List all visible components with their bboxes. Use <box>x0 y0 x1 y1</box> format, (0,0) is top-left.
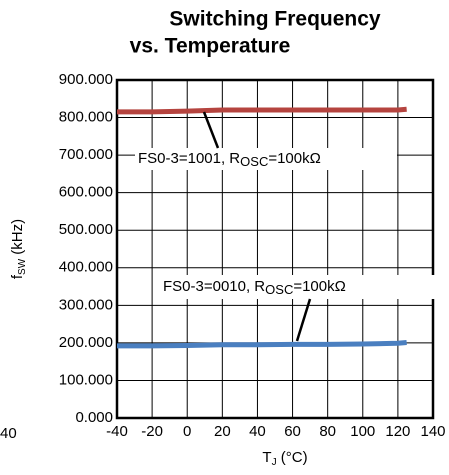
series-label-part: FS0-3=1001, R <box>138 150 240 167</box>
y-tick-label: 600.000 <box>59 184 113 201</box>
x-axis-label: TJ (°C) <box>262 449 307 468</box>
label-background <box>160 275 435 299</box>
plot-frame <box>115 78 435 420</box>
y-tick-label: 0.000 <box>75 409 113 426</box>
series-line <box>117 106 407 115</box>
series-label-part: =100kΩ <box>268 150 321 167</box>
y-tick-label: 300.000 <box>59 296 113 313</box>
y-tick-label: 100.000 <box>59 371 113 388</box>
series-label-part: OSC <box>265 282 293 297</box>
chart-title: Switching Frequency <box>169 8 381 31</box>
x-tick-label: 140 <box>420 423 445 440</box>
series-label-part: OSC <box>240 154 268 169</box>
x-tick-label: 80 <box>319 423 336 440</box>
x-axis-label-part: (°C) <box>277 449 308 466</box>
chart-title: vs. Temperature <box>130 35 291 58</box>
series-line <box>117 340 407 349</box>
y-axis-label: fSW (kHz) <box>9 219 28 279</box>
series-label-part: FS0-3=0010, R <box>163 278 265 295</box>
leader-line <box>295 298 312 342</box>
y-tick-label: 700.000 <box>59 146 113 163</box>
y-axis-label-part: (kHz) <box>9 219 26 259</box>
x-tick-label: 60 <box>284 423 301 440</box>
leader-line <box>202 111 220 149</box>
x-axis-label-part: J <box>272 457 277 468</box>
x-tick-label: 0 <box>183 423 191 440</box>
y-tick-label: 800.000 <box>59 109 113 126</box>
x-tick-label: 40 <box>249 423 266 440</box>
x-tick-label: -20 <box>141 423 163 440</box>
y-axis-label-part: f <box>9 274 26 279</box>
y-tick-label: 200.000 <box>59 334 113 351</box>
annotation: 40 <box>0 425 17 442</box>
series-label-part: =100kΩ <box>293 278 346 295</box>
y-tick-label: 900.000 <box>59 71 113 88</box>
label-background <box>135 148 397 170</box>
y-tick-label: 500.000 <box>59 221 113 238</box>
series-label: FS0-3=0010, ROSC=100kΩ <box>163 278 346 297</box>
x-tick-label: 100 <box>350 423 375 440</box>
y-tick-label: 400.000 <box>59 259 113 276</box>
series-label: FS0-3=1001, ROSC=100kΩ <box>138 150 321 169</box>
x-tick-label: -40 <box>106 423 128 440</box>
x-tick-label: 120 <box>385 423 410 440</box>
x-axis-label-part: T <box>262 449 271 466</box>
x-tick-label: 20 <box>214 423 231 440</box>
y-axis-label-part: SW <box>17 258 28 275</box>
